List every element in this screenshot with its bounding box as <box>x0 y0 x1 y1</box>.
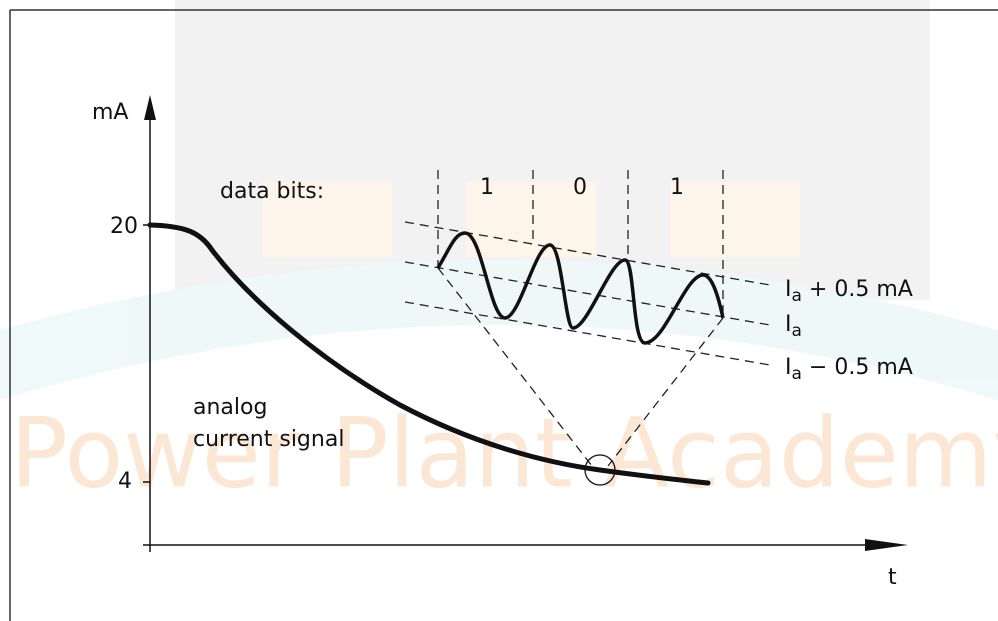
symbol: I <box>785 355 792 380</box>
y-tick-label: 20 <box>110 214 138 239</box>
symbol: I <box>785 277 792 302</box>
watermark-text: Power Plant Academy <box>10 397 998 509</box>
signal-label: current signal <box>193 427 344 452</box>
zoom-line <box>437 267 593 467</box>
y-arrow <box>144 95 156 120</box>
y-unit: mA <box>92 100 128 125</box>
bit: 1 <box>670 175 684 200</box>
x-arrow <box>865 539 908 551</box>
suffix: − 0.5 mA <box>802 355 913 380</box>
bit: 1 <box>480 175 494 200</box>
level-line <box>404 261 771 326</box>
symbol: I <box>785 312 792 337</box>
level-label: Ia − 0.5 mA <box>785 355 913 384</box>
level-label: Ia + 0.5 mA <box>785 277 913 306</box>
zoom-circle <box>584 454 616 486</box>
suffix: + 0.5 mA <box>802 277 913 302</box>
subscript: a <box>792 321 802 341</box>
level-label: Ia <box>785 312 802 341</box>
zoom-line <box>607 317 724 467</box>
y-tick-label: 4 <box>118 469 132 494</box>
data-bits-label: data bits: <box>220 179 324 204</box>
bit: 0 <box>573 175 587 200</box>
bit-dividers <box>437 170 724 318</box>
analog-signal <box>147 222 711 486</box>
signal-label: analog <box>193 395 267 420</box>
subscript: a <box>792 364 802 384</box>
subscript: a <box>792 286 802 306</box>
hart-wave <box>436 231 725 345</box>
level-line <box>404 301 771 366</box>
x-label: t <box>888 565 897 590</box>
